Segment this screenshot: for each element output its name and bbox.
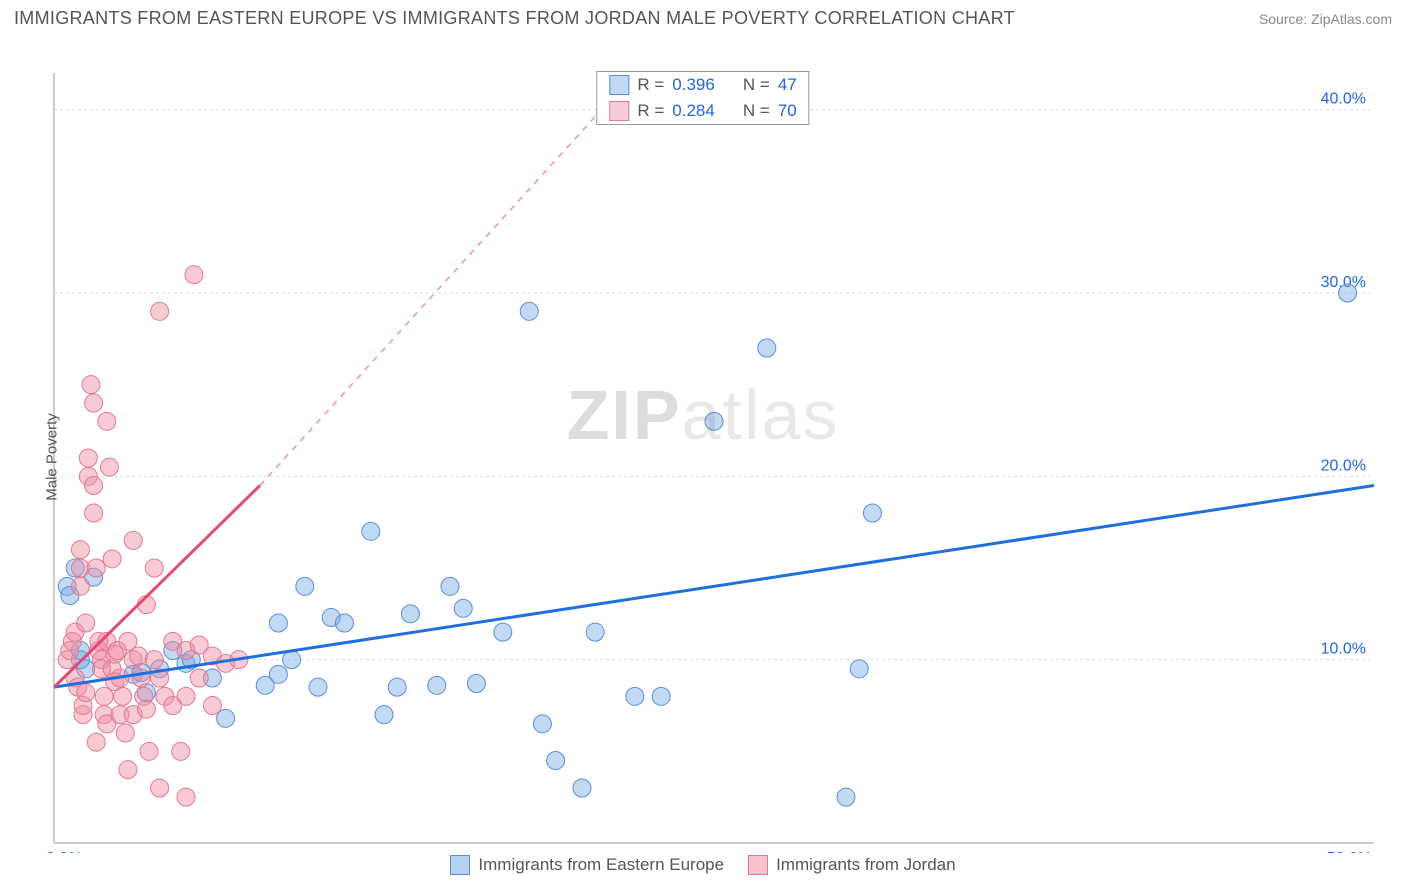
chart-area: Male Poverty 10.0%20.0%30.0%40.0%0.0%50.… bbox=[0, 33, 1406, 881]
stats-legend: R = 0.396 N = 47 R = 0.284 N = 70 bbox=[596, 71, 809, 125]
svg-text:0.0%: 0.0% bbox=[46, 850, 82, 853]
r-value-2[interactable]: 0.284 bbox=[672, 101, 715, 121]
y-axis-label: Male Poverty bbox=[43, 413, 60, 501]
swatch-series-1 bbox=[609, 75, 629, 95]
r-label: R = bbox=[637, 101, 664, 121]
series-legend: Immigrants from Eastern Europe Immigrant… bbox=[0, 855, 1406, 875]
svg-text:50.0%: 50.0% bbox=[1327, 850, 1372, 853]
n-value-1[interactable]: 47 bbox=[778, 75, 797, 95]
source-label: Source: ZipAtlas.com bbox=[1259, 11, 1392, 27]
n-label: N = bbox=[743, 101, 770, 121]
svg-text:20.0%: 20.0% bbox=[1321, 457, 1366, 474]
swatch-icon bbox=[450, 855, 470, 875]
swatch-series-2 bbox=[609, 101, 629, 121]
legend-label-1: Immigrants from Eastern Europe bbox=[478, 855, 724, 875]
r-label: R = bbox=[637, 75, 664, 95]
stats-row-1: R = 0.396 N = 47 bbox=[597, 72, 808, 98]
stats-row-2: R = 0.284 N = 70 bbox=[597, 98, 808, 124]
legend-label-2: Immigrants from Jordan bbox=[776, 855, 956, 875]
swatch-icon bbox=[748, 855, 768, 875]
legend-item-1: Immigrants from Eastern Europe bbox=[450, 855, 724, 875]
n-label: N = bbox=[743, 75, 770, 95]
legend-item-2: Immigrants from Jordan bbox=[748, 855, 956, 875]
scatter-plot: 10.0%20.0%30.0%40.0%0.0%50.0% bbox=[0, 33, 1406, 853]
header: IMMIGRANTS FROM EASTERN EUROPE VS IMMIGR… bbox=[0, 0, 1406, 33]
n-value-2[interactable]: 70 bbox=[778, 101, 797, 121]
chart-title: IMMIGRANTS FROM EASTERN EUROPE VS IMMIGR… bbox=[14, 8, 1015, 29]
svg-text:10.0%: 10.0% bbox=[1321, 641, 1366, 658]
svg-text:40.0%: 40.0% bbox=[1321, 91, 1366, 108]
r-value-1[interactable]: 0.396 bbox=[672, 75, 715, 95]
